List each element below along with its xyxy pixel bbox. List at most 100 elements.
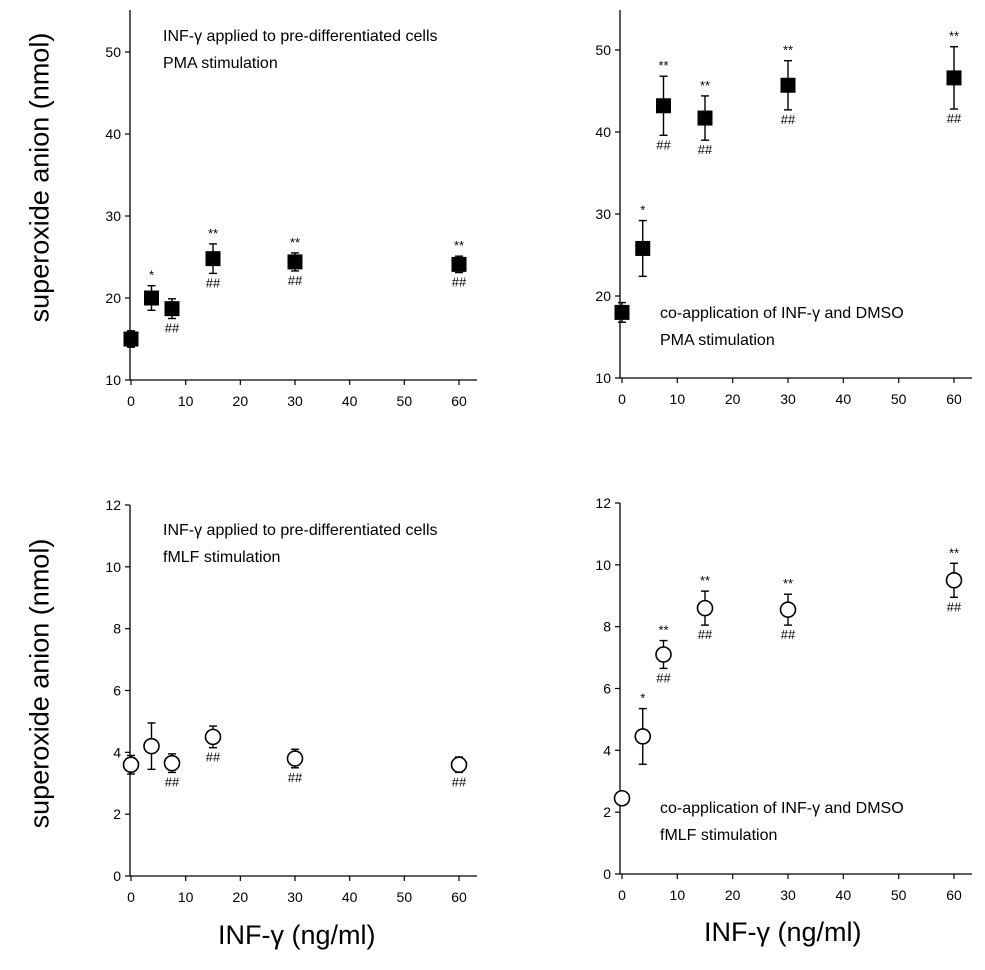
significance-star: **	[290, 235, 300, 250]
y-tick-label: 0	[603, 866, 611, 882]
x-tick-label: 10	[178, 889, 194, 905]
data-point	[143, 737, 160, 755]
data-point	[123, 331, 139, 347]
x-tick-label: 10	[670, 887, 686, 903]
x-axis-label-left: INF-γ (ng/ml)	[218, 920, 376, 950]
x-tick-label: 60	[451, 393, 467, 409]
x-tick-label: 40	[836, 391, 852, 407]
data-point	[163, 754, 181, 772]
significance-hash: ##	[288, 273, 303, 288]
significance-hash: ##	[165, 321, 180, 336]
panel-annotation: PMA stimulation	[660, 332, 775, 349]
chart-top-right: 10 20 30 40 50 0 10 20 30 40 50 60 co-application of…	[595, 10, 972, 407]
x-tick-label: 40	[342, 889, 358, 905]
x-tick-label: 0	[127, 393, 135, 409]
y-tick-label: 50	[595, 42, 611, 58]
data-point	[655, 646, 672, 663]
data-point	[697, 110, 713, 126]
significance-star: **	[454, 238, 464, 253]
significance-hash: ##	[288, 770, 303, 785]
x-tick-label: 50	[397, 393, 413, 409]
x-tick-label: 30	[287, 393, 303, 409]
significance-hash: ##	[781, 627, 796, 642]
y-tick-label: 30	[105, 208, 121, 224]
y-tick-label: 10	[595, 557, 611, 573]
y-tick-label: 0	[113, 868, 121, 884]
significance-hash: ##	[947, 599, 962, 614]
y-tick-label: 40	[595, 124, 611, 140]
significance-hash: ##	[781, 112, 796, 127]
x-tick-label: 0	[127, 889, 135, 905]
data-point	[450, 756, 468, 774]
significance-hash: ##	[206, 750, 221, 765]
significance-star: **	[208, 226, 218, 241]
x-tick-label: 10	[178, 393, 194, 409]
data-point	[451, 256, 467, 272]
panel-annotation: INF-γ applied to pre-differentiated cell…	[163, 28, 438, 45]
data-point	[204, 728, 222, 746]
y-tick-label: 30	[595, 206, 611, 222]
y-tick-label: 50	[105, 44, 121, 60]
x-tick-label: 10	[670, 391, 686, 407]
data-point	[696, 599, 714, 617]
x-tick-label: 20	[233, 393, 249, 409]
panel-annotation: INF-γ applied to pre-differentiated cell…	[163, 522, 438, 539]
x-tick-label: 40	[836, 887, 852, 903]
y-tick-label: 4	[113, 744, 121, 760]
data-point	[122, 756, 140, 774]
significance-hash: ##	[698, 627, 713, 642]
significance-hash: ##	[452, 774, 467, 789]
data-point	[144, 290, 159, 306]
y-tick-label: 4	[603, 742, 611, 758]
x-tick-label: 20	[725, 887, 741, 903]
y-tick-label: 10	[105, 372, 121, 388]
y-tick-label: 6	[113, 683, 121, 699]
x-tick-label: 60	[946, 887, 962, 903]
data-point	[635, 240, 651, 256]
data-point	[287, 254, 303, 270]
data-point	[634, 728, 652, 745]
significance-star: *	[149, 268, 154, 283]
data-point	[286, 750, 304, 767]
significance-star: **	[700, 78, 710, 93]
panel-annotation: fMLF stimulation	[163, 549, 280, 566]
significance-star: **	[949, 545, 959, 560]
significance-hash: ##	[206, 275, 221, 290]
x-tick-label: 60	[946, 391, 962, 407]
y-tick-label: 2	[603, 804, 611, 820]
y-tick-label: 6	[603, 681, 611, 697]
y-tick-label: 12	[595, 495, 611, 511]
y-tick-label: 8	[603, 619, 611, 635]
panel-annotation: co-application of INF-γ and DMSO	[660, 800, 904, 817]
x-tick-label: 0	[618, 391, 626, 407]
panel-annotation: co-application of INF-γ and DMSO	[660, 305, 904, 322]
data-point	[656, 98, 671, 114]
significance-hash: ##	[698, 142, 713, 157]
data-point	[780, 77, 796, 93]
chart-top-left: 10 20 30 40 50 0 10 20 30 40 50 60 INF-γ applied to …	[105, 10, 477, 409]
x-tick-label: 30	[287, 889, 303, 905]
x-tick-label: 30	[780, 391, 796, 407]
y-tick-label: 20	[595, 288, 611, 304]
x-tick-label: 20	[725, 391, 741, 407]
significance-star: **	[783, 43, 793, 58]
data-point	[614, 304, 630, 320]
y-tick-label: 12	[105, 497, 121, 513]
data-point	[779, 601, 797, 618]
x-tick-label: 40	[342, 393, 358, 409]
chart-bottom-right: 0 2 4 6 8 10 12 0 10 20 30 40 50 60 co-application of …	[595, 495, 972, 903]
y-tick-label: 8	[113, 621, 121, 637]
significance-hash: ##	[656, 670, 671, 685]
x-tick-label: 50	[891, 887, 907, 903]
x-axis-label-right: INF-γ (ng/ml)	[704, 917, 862, 947]
x-tick-label: 30	[780, 887, 796, 903]
significance-star: **	[783, 576, 793, 591]
x-tick-label: 60	[451, 889, 467, 905]
data-point	[205, 251, 221, 267]
x-tick-label: 20	[233, 889, 249, 905]
x-tick-label: 0	[618, 887, 626, 903]
significance-hash: ##	[452, 275, 467, 290]
significance-star: **	[658, 58, 668, 73]
y-tick-label: 2	[113, 806, 121, 822]
